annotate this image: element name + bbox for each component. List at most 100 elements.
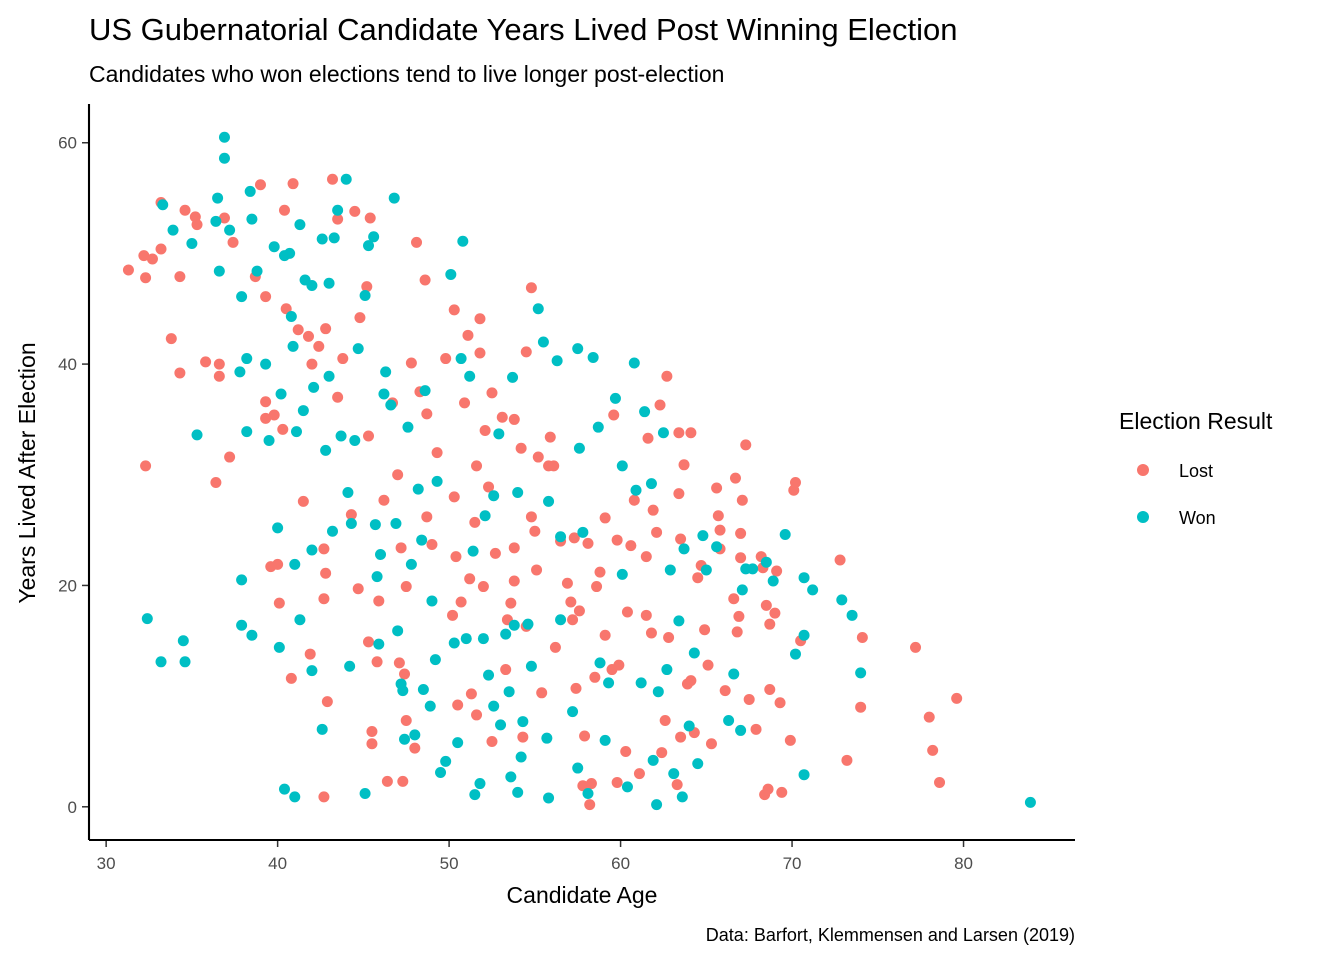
data-point-lost [302,330,314,342]
data-point-won [378,388,390,400]
data-point-lost [448,304,460,316]
data-point-won [320,444,332,456]
data-point-lost [227,236,239,248]
x-axis-title: Candidate Age [507,882,658,908]
data-point-lost [834,554,846,566]
legend-label-won: Won [1179,508,1216,528]
data-point-lost [599,512,611,524]
data-point-won [711,541,723,553]
data-point-lost [771,565,783,577]
data-point-won [236,291,248,303]
data-point-won [405,558,417,570]
data-point-won [246,629,258,641]
data-point-lost [651,526,663,538]
data-point-lost [762,783,774,795]
data-point-won [332,204,344,216]
data-point-won [213,265,225,277]
data-point-lost [392,469,404,481]
data-point-lost [260,412,272,424]
data-point-won [241,426,253,438]
data-point-won [236,574,248,586]
data-point-lost [273,597,285,609]
data-point-won [431,475,443,487]
y-tick-label: 60 [58,134,77,153]
data-point-won [397,685,409,697]
data-point-won [186,237,198,249]
data-point-lost [525,282,537,294]
data-point-lost [714,524,726,536]
data-point-lost [486,387,498,399]
data-point-lost [613,659,625,671]
data-point-lost [287,178,299,190]
data-point-lost [373,595,385,607]
legend: Election Result Lost Won [1119,408,1273,528]
data-point-lost [764,618,776,630]
data-point-won [289,558,301,570]
data-point-lost [337,353,349,365]
data-point-lost [764,683,776,695]
data-point-won [573,442,585,454]
data-point-won [399,733,411,745]
data-point-won [700,564,712,576]
data-point-won [688,647,700,659]
data-point-won [657,427,669,439]
data-point-won [798,572,810,584]
data-point-won [723,714,735,726]
data-point-won [464,370,476,382]
data-point-won [385,399,397,411]
data-point-lost [568,532,580,544]
data-point-lost [486,735,498,747]
data-point-won [517,716,529,728]
data-point-won [306,280,318,292]
data-point-won [479,510,491,522]
data-point-lost [640,551,652,563]
data-point-lost [776,786,788,798]
data-point-won [543,792,555,804]
data-point-won [224,224,236,236]
data-point-won [251,265,263,277]
data-point-lost [692,572,704,584]
data-point-lost [736,494,748,506]
data-point-lost [642,432,654,444]
data-point-lost [951,692,963,704]
data-point-lost [678,459,690,471]
data-point-lost [705,738,717,750]
data-point-lost [363,430,375,442]
data-point-lost [146,253,158,265]
data-point-won [635,677,647,689]
legend-key-lost [1137,464,1149,476]
data-point-lost [561,577,573,589]
data-point-won [326,525,338,537]
data-point-lost [750,723,762,735]
data-point-lost [140,272,152,284]
data-point-won [512,786,524,798]
data-point-lost [570,682,582,694]
data-point-lost [318,593,330,605]
data-point-won [488,490,500,502]
data-point-lost [455,596,467,608]
data-point-won [368,231,380,243]
data-point-won [388,192,400,204]
data-point-lost [471,460,483,472]
data-point-won [469,789,481,801]
data-point-won [419,385,431,397]
data-point-won [493,428,505,440]
data-point-won [210,215,222,227]
data-point-lost [685,675,697,687]
data-point-won [836,594,848,606]
data-point-won [445,268,457,280]
data-point-lost [525,511,537,523]
data-point-won [287,340,299,352]
data-point-won [609,392,621,404]
data-point-won [572,762,584,774]
data-point-won [467,545,479,557]
data-point-lost [517,731,529,743]
data-point-won [349,434,361,446]
data-point-won [268,241,280,253]
data-point-lost [731,626,743,638]
data-point-won [652,686,664,698]
data-point-lost [320,567,332,579]
data-point-won [375,548,387,560]
data-point-won [402,421,414,433]
